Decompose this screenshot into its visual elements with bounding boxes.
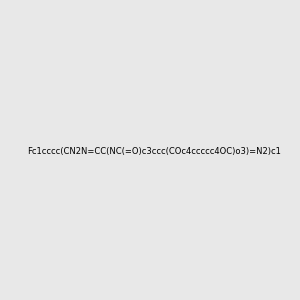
Text: Fc1cccc(CN2N=CC(NC(=O)c3ccc(COc4ccccc4OC)o3)=N2)c1: Fc1cccc(CN2N=CC(NC(=O)c3ccc(COc4ccccc4OC… [27, 147, 281, 156]
